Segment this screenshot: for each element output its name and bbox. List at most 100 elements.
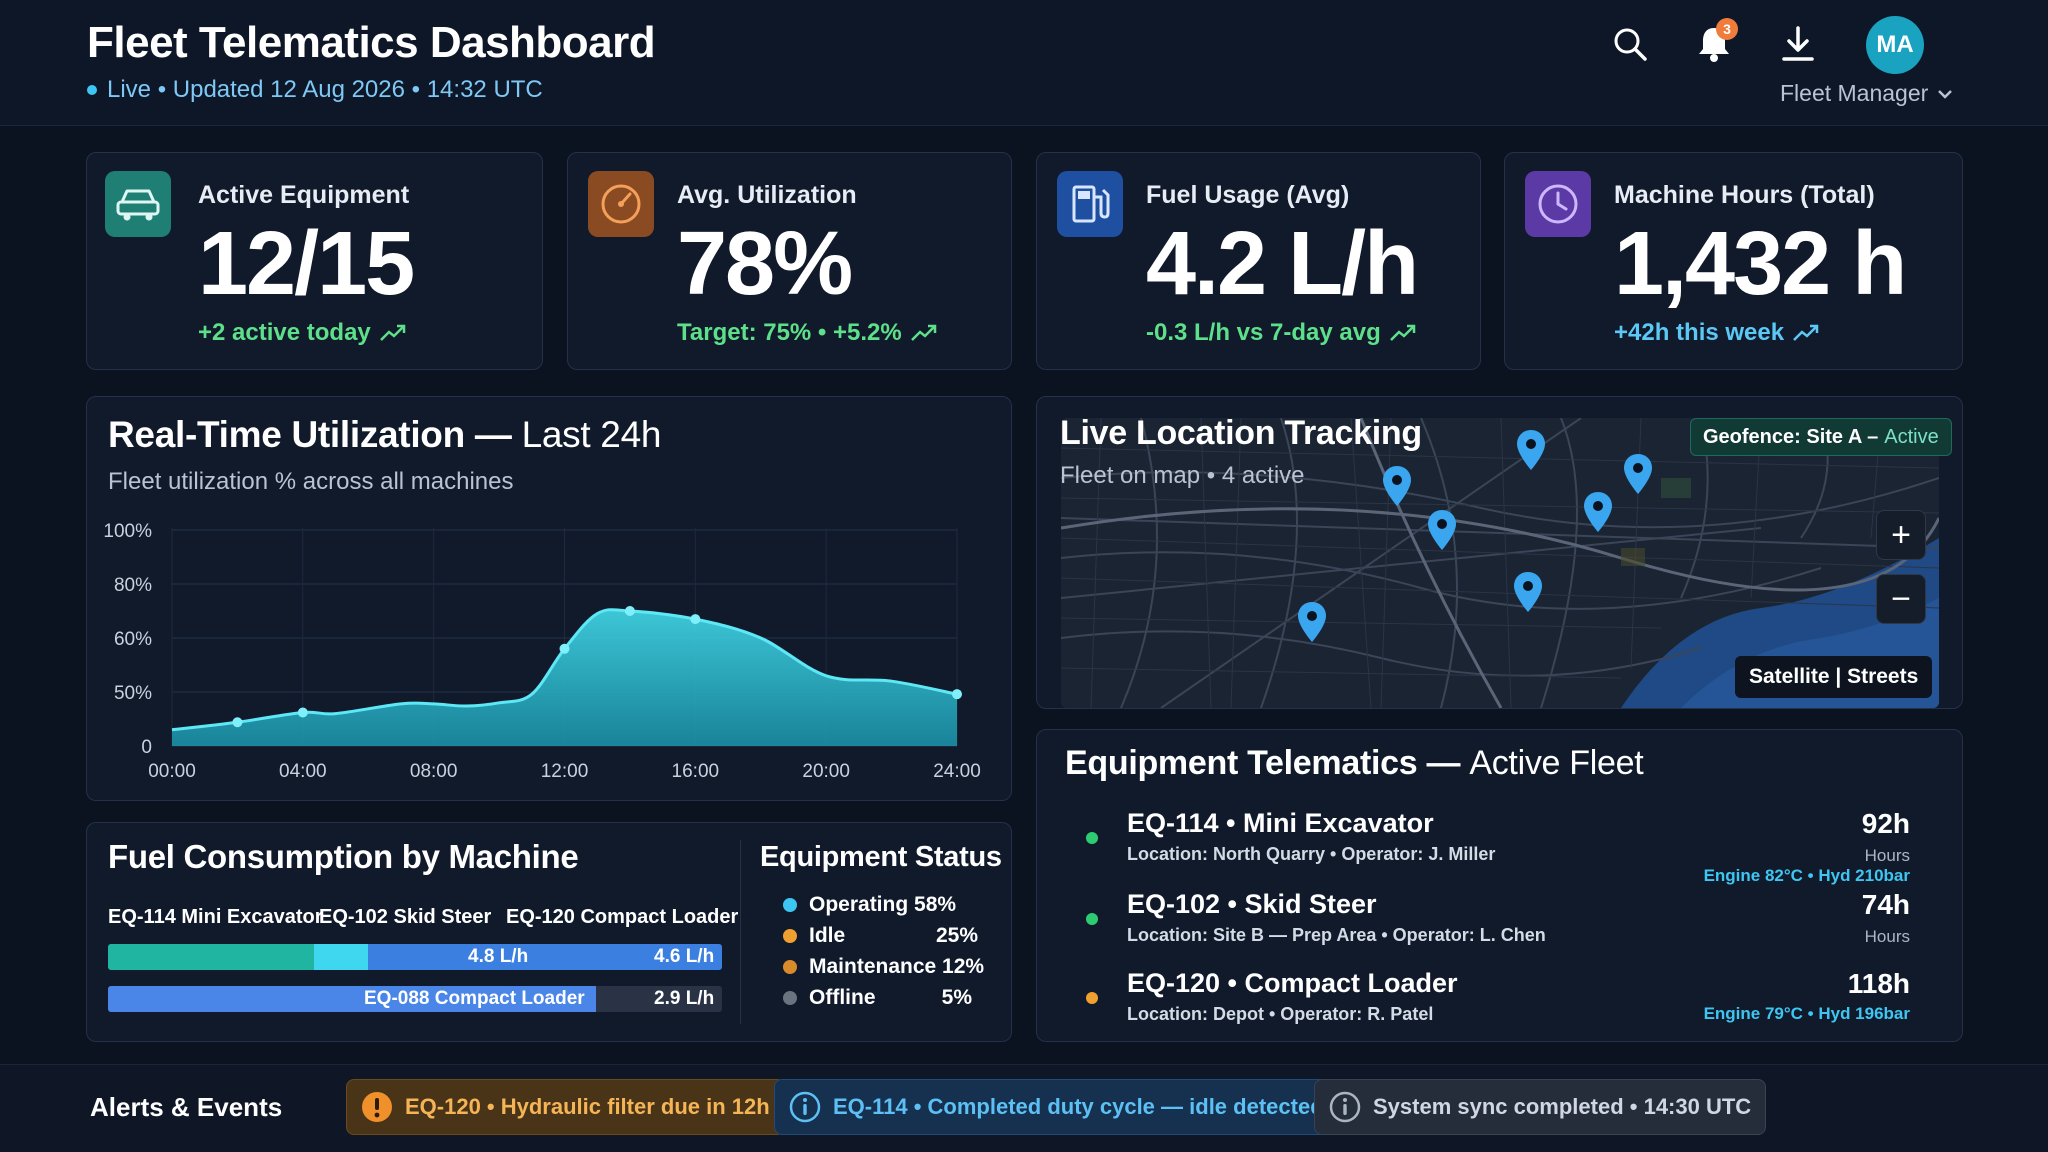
fuel-bar-track: [108, 986, 722, 1012]
data-point[interactable]: [952, 689, 962, 700]
x-tick-label: 04:00: [279, 761, 327, 782]
equipment-title-light: Active Fleet: [1469, 744, 1644, 782]
map-marker-icon: [1383, 466, 1411, 506]
status-dot-icon: [783, 929, 797, 943]
equipment-hours-label: Hours: [1864, 846, 1910, 865]
list-item[interactable]: EQ-102 • Skid Steer Location: Site B — P…: [1038, 889, 1928, 967]
kpi-delta: -0.3 L/h vs 7-day avg: [1146, 319, 1417, 347]
kpi-icon-box: [1057, 171, 1123, 237]
equipment-name: EQ-102 • Skid Steer: [1127, 889, 1377, 919]
list-item[interactable]: EQ-120 • Compact Loader Location: Depot …: [1038, 968, 1928, 1046]
x-tick-label: 08:00: [410, 761, 458, 782]
fuel-legend-label: EQ-102 Skid Steer: [319, 906, 492, 928]
user-role-menu[interactable]: Fleet Manager: [1780, 80, 1954, 107]
kpi-delta-text: -0.3 L/h vs 7-day avg: [1146, 319, 1381, 346]
kpi-delta-text: +42h this week: [1614, 319, 1785, 346]
map-marker-icon: [1298, 602, 1326, 642]
equipment-hours-label: Hours: [1864, 927, 1910, 946]
kpi-card-machine-hours: Machine Hours (Total) 1,432 h +42h this …: [1504, 152, 1963, 370]
zoom-out-button[interactable]: −: [1876, 574, 1926, 624]
fuel-pump-icon: [1072, 185, 1110, 223]
status-dot-icon: [783, 991, 797, 1005]
data-point[interactable]: [624, 606, 635, 616]
page-title: Fleet Telematics Dashboard: [87, 18, 656, 67]
x-tick-label: 12:00: [541, 761, 589, 782]
utilization-title-light: Last 24h: [521, 414, 662, 455]
status-dot-icon: [783, 960, 797, 974]
fuel-legend-label: EQ-120 Compact Loader: [506, 906, 739, 928]
data-point[interactable]: [690, 614, 701, 625]
info-icon: [789, 1091, 821, 1123]
search-icon: [1614, 28, 1647, 61]
data-point[interactable]: [232, 717, 243, 728]
trend-up-icon: [1793, 324, 1819, 341]
fuel-bar-segment[interactable]: [314, 944, 368, 970]
kpi-label: Machine Hours (Total): [1614, 181, 1875, 209]
map-canvas[interactable]: [1061, 418, 1939, 708]
avatar[interactable]: MA: [1866, 16, 1924, 74]
trend-up-icon: [910, 324, 936, 341]
x-tick-label: 24:00: [933, 761, 981, 782]
fuel-bar-track: [108, 944, 722, 970]
y-tick-label: 50%: [114, 683, 152, 704]
status-title: Equipment Status: [760, 841, 1002, 873]
kpi-icon-box: [588, 171, 654, 237]
kpi-delta: Target: 75% • +5.2%: [677, 319, 938, 347]
map-marker-icon: [1514, 572, 1542, 612]
notifications-button[interactable]: 3: [1692, 18, 1738, 66]
top-header: Fleet Telematics Dashboard Live • Update…: [0, 0, 2048, 126]
gauge-icon: [601, 184, 641, 224]
live-status-text: Live • Updated 12 Aug 2026 • 14:32 UTC: [107, 76, 543, 103]
status-legend-item: Offline: [783, 986, 876, 1010]
fuel-bar-value: 2.9 L/h: [654, 988, 715, 1009]
status-label: Operating 58%: [809, 893, 957, 916]
kpi-delta: +42h this week: [1614, 319, 1820, 347]
kpi-card-fuel-usage: Fuel Usage (Avg) 4.2 L/h -0.3 L/h vs 7-d…: [1036, 152, 1481, 370]
y-tick-label: 80%: [114, 575, 152, 596]
live-status: Live • Updated 12 Aug 2026 • 14:32 UTC: [87, 76, 543, 104]
warning-icon: [362, 1092, 392, 1122]
alert-item[interactable]: EQ-120 • Hydraulic filter due in 12h: [346, 1079, 785, 1135]
list-item[interactable]: EQ-114 • Mini Excavator Location: North …: [1038, 808, 1928, 886]
fuel-bar-segment[interactable]: [108, 986, 596, 1012]
status-legend-item: Operating 58%: [783, 893, 956, 917]
fuel-bar-end-value: 4.6 L/h: [654, 946, 715, 967]
fuel-bar-segment[interactable]: [108, 944, 314, 970]
kpi-label: Avg. Utilization: [677, 181, 857, 209]
utilization-chart: 0 50% 60% 80% 100% 00:00 04:00 08:00 12:00 16:00 2…: [103, 521, 981, 782]
equipment-location: Location: Site B — Prep Area • Operator:…: [1127, 925, 1546, 945]
live-dot-icon: [87, 85, 97, 95]
data-point[interactable]: [559, 643, 570, 654]
status-dot-icon: [1086, 832, 1098, 844]
status-legend-item: Idle: [783, 924, 845, 948]
trend-up-icon: [1389, 324, 1416, 341]
search-button[interactable]: [1608, 22, 1652, 66]
alerts-title: Alerts & Events: [90, 1092, 283, 1122]
notification-badge: 3: [1716, 18, 1738, 40]
chevron-down-icon: [1938, 89, 1953, 99]
fuel-bar-segment[interactable]: [368, 944, 722, 970]
status-label: Maintenance 12%: [809, 955, 985, 978]
download-button[interactable]: [1776, 22, 1820, 66]
info-icon: [1329, 1091, 1361, 1123]
utilization-subtitle: Fleet utilization % across all machines: [108, 468, 514, 495]
equipment-detail: Engine 82°C • Hyd 210bar: [1703, 866, 1910, 885]
fuel-legend-label: EQ-114 Mini Excavator: [108, 906, 323, 928]
kpi-value: 12/15: [198, 214, 415, 314]
utilization-title: Real-Time Utilization — Last 24h: [108, 414, 661, 456]
alert-item[interactable]: EQ-114 • Completed duty cycle — idle det…: [774, 1079, 1339, 1135]
equipment-hours: 92h: [1861, 808, 1910, 839]
map-streets: [1061, 418, 1939, 708]
kpi-label: Active Equipment: [198, 181, 410, 209]
utilization-line[interactable]: [171, 608, 958, 732]
kpi-card-active-equipment: Active Equipment 12/15 +2 active today: [86, 152, 543, 370]
kpi-icon-box: [105, 171, 171, 237]
zoom-in-button[interactable]: +: [1876, 510, 1926, 560]
alert-item[interactable]: System sync completed • 14:30 UTC: [1314, 1079, 1767, 1135]
data-point[interactable]: [297, 707, 308, 718]
map-view-toggle[interactable]: Satellite | Streets: [1735, 656, 1933, 698]
kpi-icon-box: [1525, 171, 1591, 237]
x-tick-label: 16:00: [672, 761, 720, 782]
y-tick-label: 0: [141, 737, 152, 758]
equipment-hours: 118h: [1847, 968, 1910, 999]
